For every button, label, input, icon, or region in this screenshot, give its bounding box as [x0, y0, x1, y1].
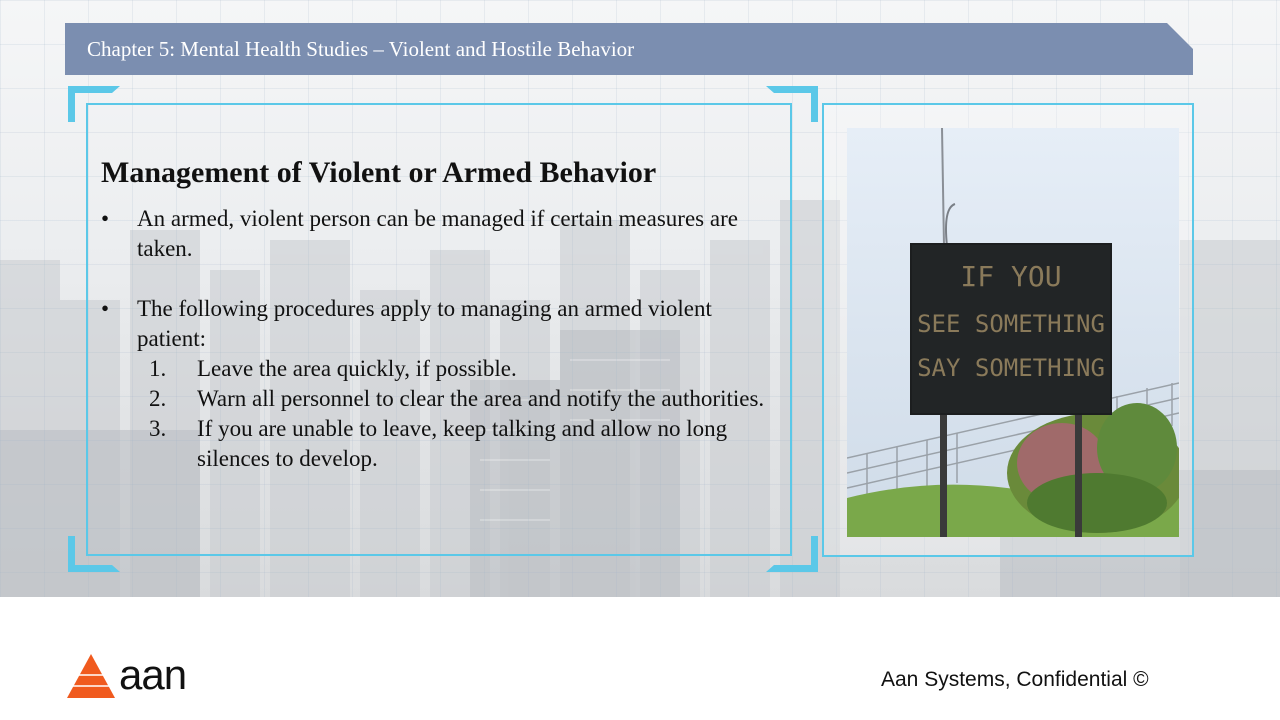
sign-line-2: SEE SOMETHING	[917, 310, 1105, 338]
bullet-item: • An armed, violent person can be manage…	[101, 204, 771, 264]
step-number: 2.	[149, 386, 167, 411]
sign-line-3: SAY SOMETHING	[917, 354, 1105, 382]
step-number: 1.	[149, 356, 167, 381]
header-banner	[65, 23, 1193, 75]
confidential-notice: Aan Systems, Confidential ©	[881, 668, 1149, 691]
slide-heading: Management of Violent or Armed Behavior	[101, 156, 657, 189]
step-text: Warn all personnel to clear the area and…	[197, 386, 765, 411]
frame-corner-bottom-right	[766, 536, 818, 572]
city-skyline-graphic	[0, 200, 1280, 597]
content-frame	[86, 103, 792, 556]
bullet-text: The following procedures apply to managi…	[137, 296, 712, 351]
bullet-marker: •	[101, 206, 110, 231]
bullet-text: An armed, violent person can be managed …	[137, 206, 738, 261]
sign-line-1: IF YOU	[960, 260, 1061, 293]
step-number: 3.	[149, 416, 167, 441]
frame-corner-top-right	[766, 86, 818, 122]
step-text: Leave the area quickly, if possible.	[197, 356, 517, 381]
chapter-title: Chapter 5: Mental Health Studies – Viole…	[87, 37, 635, 61]
bullet-item: • The following procedures apply to mana…	[101, 294, 771, 354]
step-text: If you are unable to leave, keep talking…	[197, 416, 728, 471]
numbered-step: 3. If you are unable to leave, keep talk…	[137, 414, 771, 474]
numbered-step: 2. Warn all personnel to clear the area …	[137, 384, 771, 414]
frame-corner-bottom-left	[68, 536, 120, 572]
bullet-list: • An armed, violent person can be manage…	[101, 204, 771, 474]
logo-wordmark: aan	[119, 651, 187, 698]
aan-logo-icon	[67, 654, 115, 698]
sign-photo: IF YOU SEE SOMETHING SAY SOMETHING	[847, 128, 1179, 537]
frame-corner-top-left	[68, 86, 120, 122]
numbered-step: 1. Leave the area quickly, if possible.	[137, 354, 771, 384]
bullet-marker: •	[101, 296, 110, 321]
